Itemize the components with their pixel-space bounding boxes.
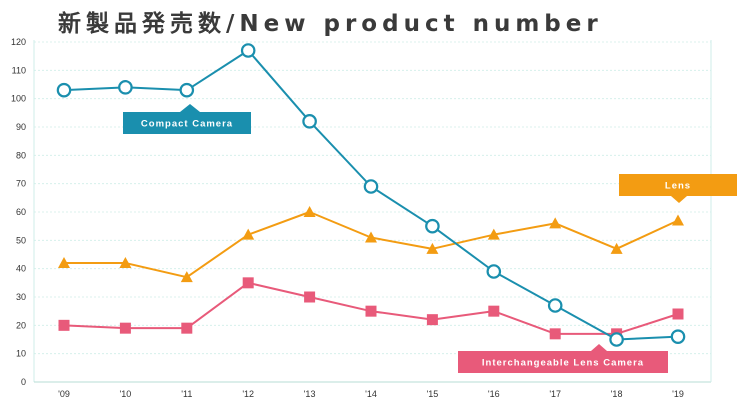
data-point-lens [672, 214, 684, 226]
data-point-lens [119, 257, 132, 268]
data-point-lens [303, 206, 316, 217]
series-line-lens [64, 211, 679, 279]
x-axis-tick-labels: '09 '10 '11 '12 '13 '14 '15 '16 '17 '18 '19 [58, 389, 684, 399]
data-point-lens [180, 271, 193, 283]
y-tick-label: 80 [16, 150, 26, 160]
y-tick-label: 100 [11, 94, 26, 104]
callout-compact-camera-box [123, 112, 251, 134]
data-point-compact-camera [609, 332, 624, 347]
data-point-compact-camera [486, 264, 502, 279]
data-point-compact-camera [118, 80, 133, 95]
data-point-lens [610, 242, 623, 254]
y-tick-label: 10 [16, 349, 26, 359]
x-tick-label: '09 [58, 389, 70, 399]
data-point-interchangeable-lens-camera [58, 319, 70, 331]
y-tick-label: 120 [11, 37, 26, 47]
data-point-interchangeable-lens-camera [242, 277, 254, 289]
data-point-lens [58, 257, 70, 268]
callout-lens-label: Lens [665, 181, 691, 192]
x-tick-label: '14 [365, 389, 377, 399]
data-point-interchangeable-lens-camera [365, 305, 377, 317]
data-point-lens [426, 242, 439, 254]
x-tick-label: '12 [242, 389, 254, 399]
callout-compact-camera-pointer [180, 104, 200, 112]
callout-lens-pointer [671, 196, 687, 203]
data-point-interchangeable-lens-camera [426, 314, 438, 326]
x-tick-label: '15 [427, 389, 439, 399]
chart-title: 新製品発売数/New product number [58, 10, 603, 37]
callout-interchangeable-lens-camera-label: Interchangeable Lens Camera [482, 358, 644, 369]
data-point-interchangeable-lens-camera [488, 305, 500, 317]
y-tick-label: 0 [21, 377, 26, 387]
series-markers [56, 43, 686, 347]
series-lines [63, 49, 679, 341]
callout-lens-box [619, 174, 737, 196]
data-point-compact-camera [302, 114, 317, 129]
y-tick-label: 50 [16, 235, 26, 245]
x-tick-label: '11 [181, 389, 192, 399]
callout-compact-camera: Compact Camera [123, 104, 251, 134]
callout-compact-camera-label: Compact Camera [141, 119, 233, 130]
data-point-interchangeable-lens-camera [119, 322, 131, 334]
data-point-lens [549, 217, 562, 229]
x-tick-label: '10 [120, 389, 132, 399]
data-point-lens [365, 231, 377, 243]
y-tick-label: 40 [16, 264, 26, 274]
series-line-compact-camera [63, 49, 679, 341]
data-point-compact-camera [670, 329, 686, 344]
y-tick-label: 60 [16, 207, 26, 217]
data-point-compact-camera [547, 298, 563, 313]
data-point-compact-camera [363, 179, 379, 194]
data-point-lens [242, 228, 255, 240]
callout-interchangeable-lens-camera-box [458, 351, 668, 373]
x-tick-label: '13 [304, 389, 316, 399]
data-point-compact-camera [240, 43, 256, 58]
data-point-interchangeable-lens-camera [549, 328, 561, 340]
callout-interchangeable-lens-camera-pointer [591, 344, 607, 351]
x-tick-label: '16 [488, 389, 500, 399]
y-axis-tick-labels: 0 10 20 30 40 50 60 70 80 90 100 110 120 [11, 37, 26, 387]
x-tick-label: '19 [672, 389, 684, 399]
y-tick-label: 20 [16, 320, 26, 330]
data-point-interchangeable-lens-camera [181, 322, 193, 334]
callout-interchangeable-lens-camera: Interchangeable Lens Camera [458, 344, 668, 373]
data-point-compact-camera [179, 82, 195, 98]
data-point-lens [487, 228, 500, 240]
data-point-interchangeable-lens-camera [672, 308, 684, 320]
y-tick-label: 70 [16, 179, 26, 189]
callout-lens: Lens [619, 174, 737, 203]
data-point-compact-camera [56, 82, 72, 98]
series-callouts: Compact Camera Lens Interchangeable Lens C… [123, 104, 737, 373]
x-tick-label: '18 [611, 389, 623, 399]
y-tick-label: 90 [16, 122, 26, 132]
y-tick-label: 30 [16, 292, 26, 302]
data-point-compact-camera [425, 218, 440, 234]
data-point-interchangeable-lens-camera [304, 291, 316, 303]
y-tick-label: 110 [12, 65, 26, 75]
x-tick-label: '17 [549, 389, 561, 399]
axes [33, 40, 712, 383]
